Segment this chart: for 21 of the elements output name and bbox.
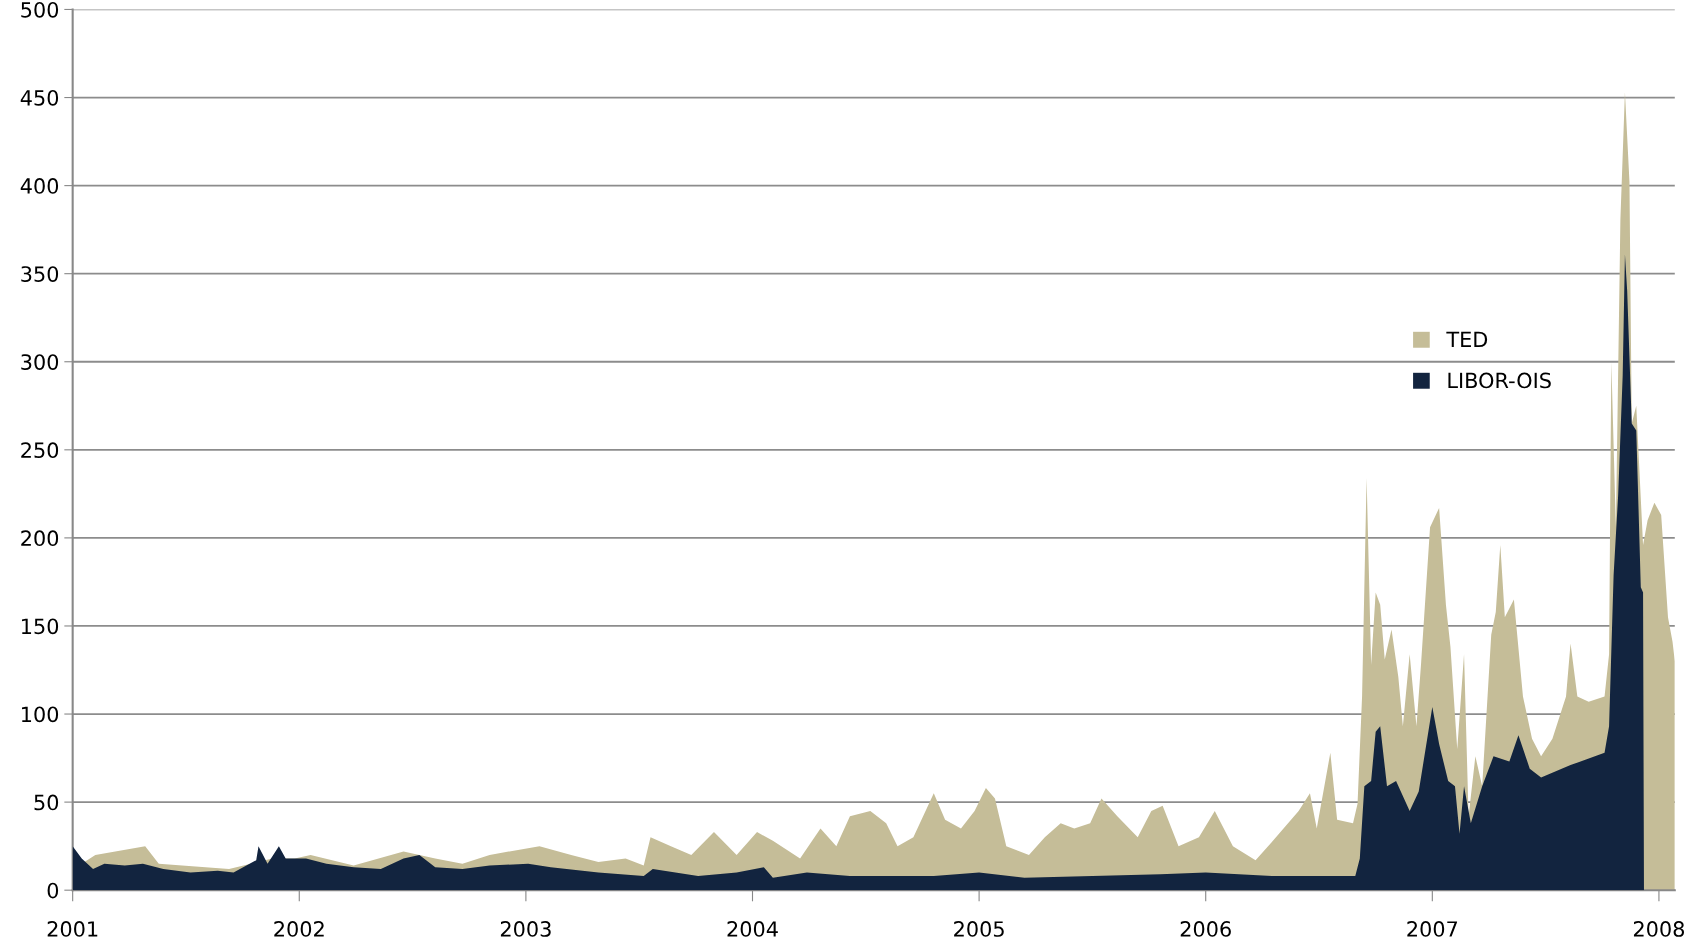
x-tick-label: 2005 (954, 921, 1004, 937)
x-tick-label: 2003 (500, 921, 551, 937)
y-tick-label: 400 (20, 178, 59, 194)
y-tick-label: 0 (47, 882, 59, 899)
x-tick-label: 2008 (1633, 921, 1685, 937)
x-tick-label: 2007 (1407, 921, 1458, 937)
y-tick-label: 100 (22, 706, 59, 723)
legend-label: LIBOR-OIS (1448, 372, 1551, 389)
y-tick-label: 350 (21, 266, 59, 282)
y-tick-label: 150 (22, 618, 59, 635)
legend-label: TED (1446, 331, 1488, 347)
x-tick-label: 2006 (1180, 921, 1231, 937)
x-tick-label: 2004 (727, 921, 778, 937)
y-tick-label: 300 (21, 354, 59, 370)
y-tick-label: 500 (21, 1, 59, 18)
y-tick-label: 50 (34, 794, 59, 811)
y-tick-label: 250 (21, 442, 59, 459)
x-tick-label: 2002 (274, 921, 324, 937)
x-tick-label: 2001 (47, 921, 98, 937)
y-tick-label: 200 (21, 530, 59, 547)
y-tick-label: 450 (20, 89, 59, 106)
